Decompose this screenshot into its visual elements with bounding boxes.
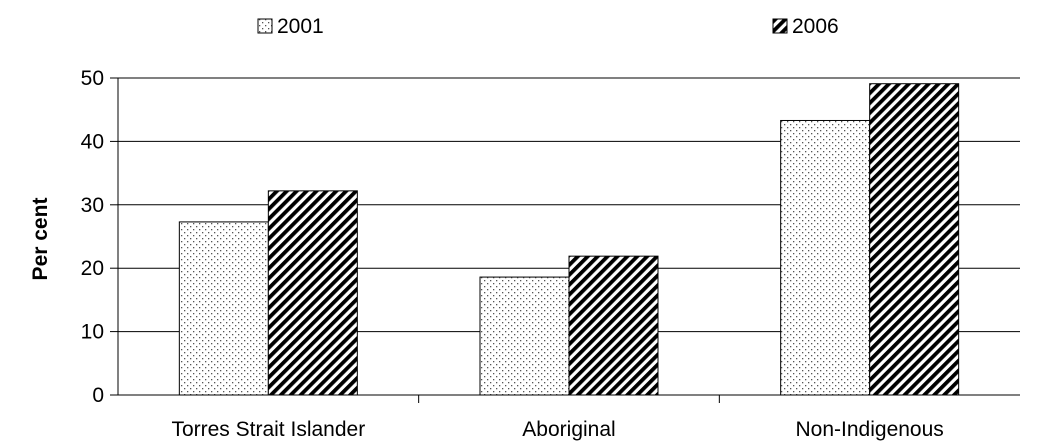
bar-2006-torres-strait-islander: [267, 190, 358, 396]
y-tick-label: 30: [81, 194, 104, 217]
y-tick-label: 40: [81, 130, 104, 153]
legend-swatch-2001: [257, 18, 273, 34]
category-labels: Torres Strait Islander Aboriginal Non-Indi…: [171, 418, 943, 441]
bar-2006-aboriginal: [568, 255, 659, 396]
legend-swatch-2006: [772, 18, 788, 34]
bars: [178, 83, 960, 396]
category-label: Aboriginal: [522, 418, 615, 441]
bar-2001-torres-strait-islander: [178, 221, 269, 396]
legend-item-2001: 2001: [257, 15, 324, 38]
y-tick-label: 20: [81, 257, 104, 280]
category-label: Torres Strait Islander: [171, 418, 365, 441]
bar-2001-aboriginal: [479, 276, 570, 396]
category-label: Non-Indigenous: [796, 418, 944, 441]
y-axis-title: Per cent: [29, 198, 52, 281]
y-tick-label: 0: [92, 384, 104, 407]
bar-2006-non-indigenous: [869, 83, 960, 396]
y-tick-labels: 0 10 20 30 40 50: [81, 67, 104, 407]
legend-item-2006: 2006: [772, 15, 839, 38]
legend-label-2001: 2001: [277, 15, 324, 38]
y-tick-label: 10: [81, 321, 104, 344]
bar-2001-non-indigenous: [780, 119, 871, 396]
legend-label-2006: 2006: [792, 15, 839, 38]
axes: [110, 77, 1020, 403]
y-tick-label: 50: [81, 67, 104, 90]
legend: 2001 2006: [257, 15, 839, 38]
